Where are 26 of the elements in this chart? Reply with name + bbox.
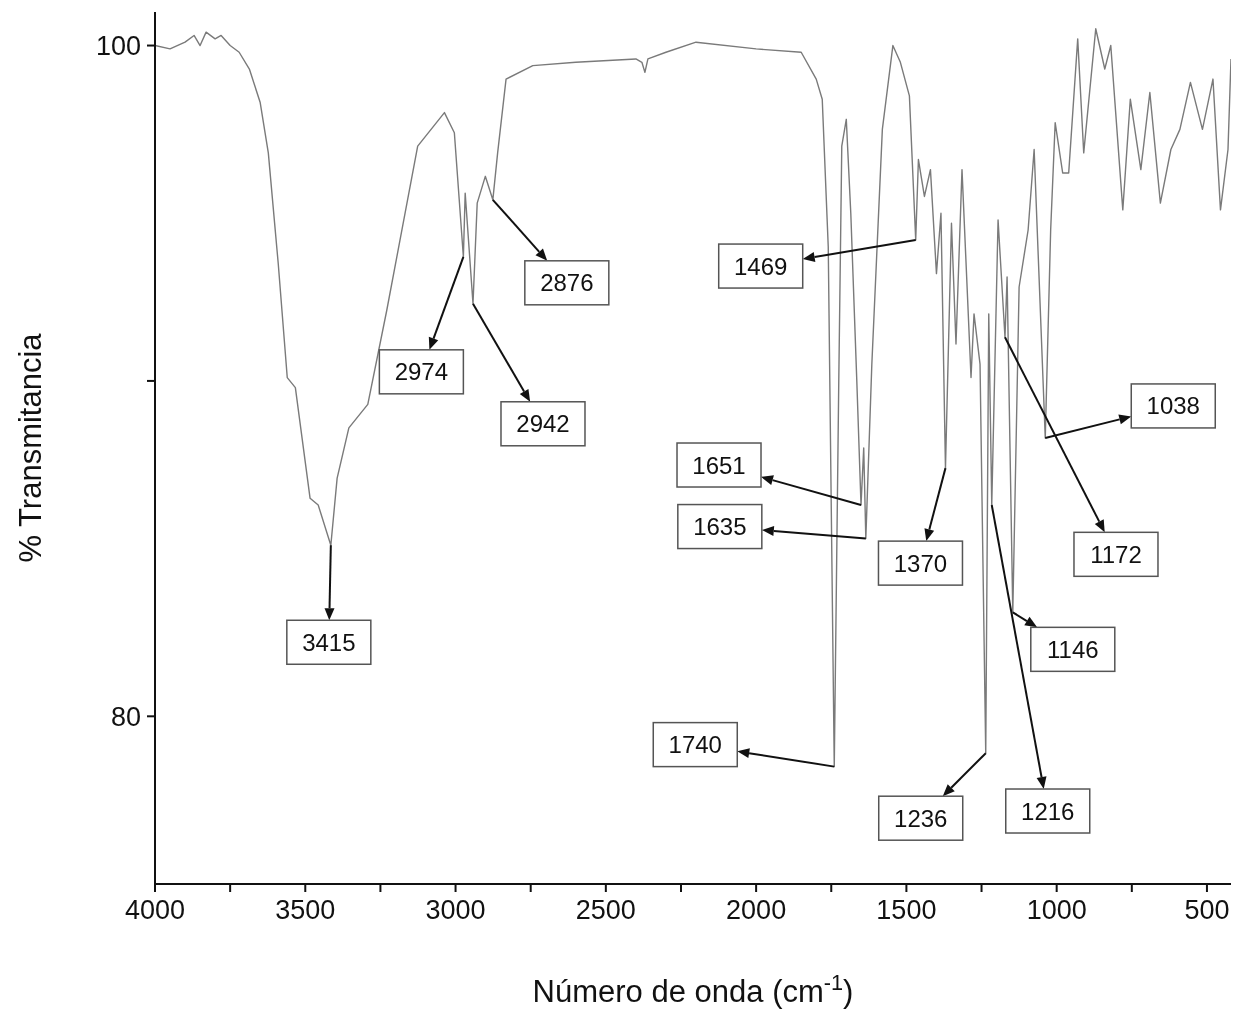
x-axis-title: Número de onda (cm$^{-1}$): [532, 969, 854, 1009]
x-tick-label: 2000: [726, 895, 787, 926]
annotation: 1038: [1146, 392, 1200, 420]
x-tick-label: 2500: [575, 895, 636, 926]
y-tick-label: 80: [110, 701, 141, 732]
y-tick-label: 100: [95, 31, 141, 62]
y-axis-title: % Transmitancia: [12, 332, 48, 563]
annotation: 2942: [516, 410, 570, 438]
annotation: 1172: [1090, 540, 1142, 568]
x-tick-label: 3500: [275, 895, 336, 926]
x-tick-label: 1000: [1026, 895, 1087, 926]
annotation: 1651: [692, 451, 746, 479]
annotation: 1146: [1046, 635, 1099, 663]
annotation: 1740: [668, 731, 722, 759]
x-tick-label: 4000: [124, 895, 186, 926]
annotation: 2974: [394, 358, 449, 386]
annotation: 1635: [693, 513, 747, 541]
x-tick-label: 1500: [876, 895, 937, 926]
annotation: 1370: [893, 549, 948, 577]
x-tick-label: 500: [1184, 895, 1230, 926]
annotation: 3415: [302, 628, 356, 656]
annotation: 1469: [734, 252, 788, 280]
x-tick-label: 3000: [425, 895, 486, 926]
annotation: 1236: [894, 804, 948, 832]
annotation: 2876: [540, 269, 594, 297]
annotation: 1216: [1021, 797, 1075, 825]
